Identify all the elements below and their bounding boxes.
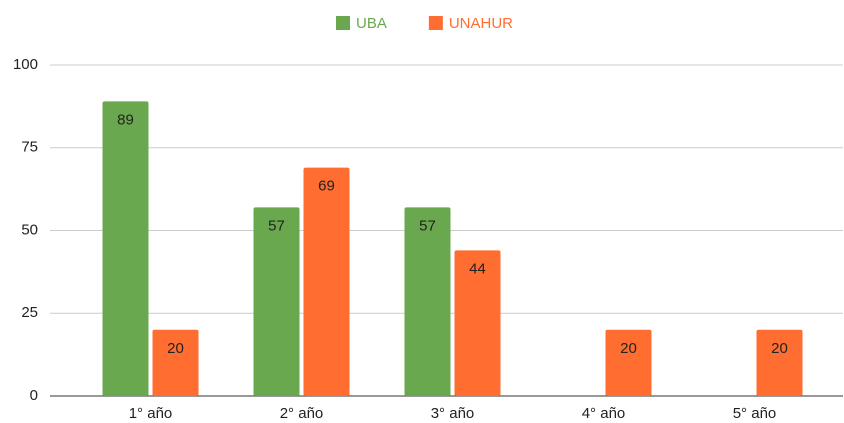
y-tick-label: 75 [21, 139, 38, 156]
x-tick-label: 2° año [280, 405, 324, 422]
data-label: 20 [771, 340, 788, 357]
bar [253, 207, 300, 396]
data-label: 89 [117, 111, 134, 128]
bar [605, 329, 652, 396]
y-tick-label: 100 [13, 56, 38, 73]
bar [756, 329, 803, 396]
data-label: 57 [268, 217, 285, 234]
bar [152, 329, 199, 396]
x-tick-label: 3° año [431, 405, 475, 422]
legend-label: UNAHUR [449, 15, 513, 32]
data-label: 20 [167, 340, 184, 357]
data-label: 20 [620, 340, 637, 357]
legend-swatch [336, 16, 350, 30]
bar [454, 250, 501, 396]
y-tick-label: 50 [21, 221, 38, 238]
data-label: 44 [469, 260, 486, 277]
data-label: 57 [419, 217, 436, 234]
bar [102, 101, 149, 396]
y-tick-label: 0 [30, 387, 38, 404]
legend-swatch [428, 16, 443, 30]
y-tick-label: 25 [21, 304, 38, 321]
x-tick-label: 5° año [733, 405, 777, 422]
x-tick-label: 1° año [129, 405, 173, 422]
bar [303, 167, 350, 396]
bar [404, 207, 451, 396]
legend-label: UBA [356, 15, 387, 32]
data-label: 69 [318, 178, 335, 195]
x-tick-label: 4° año [582, 405, 626, 422]
